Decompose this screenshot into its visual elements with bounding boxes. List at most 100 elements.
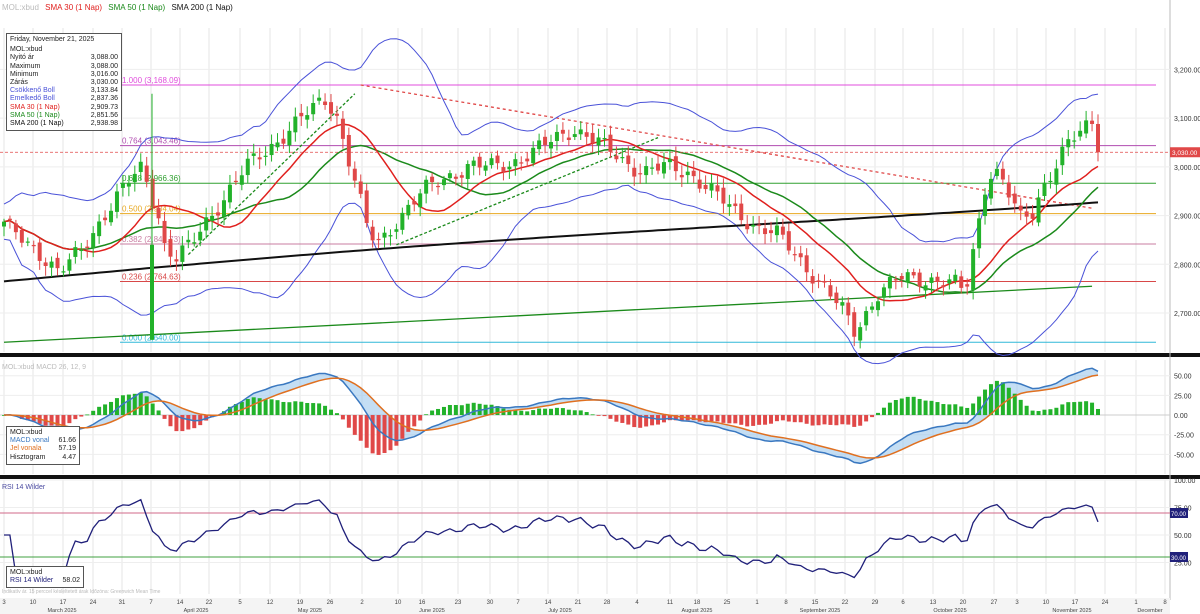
candle-body xyxy=(192,242,197,244)
macd-histogram-bar xyxy=(840,415,845,425)
candle-body xyxy=(679,174,684,178)
bollinger-upper xyxy=(3,38,1099,243)
candle-body xyxy=(602,137,607,140)
candle-body xyxy=(1060,146,1065,166)
macd-histogram-bar xyxy=(388,415,393,451)
macd-title: MOL:xbud MACD 26, 12, 9 xyxy=(2,364,87,371)
macd-histogram-bar xyxy=(994,380,999,416)
candle-body xyxy=(293,116,298,133)
candle-body xyxy=(388,235,393,237)
candle-body xyxy=(275,142,280,148)
x-axis-day-tick: 8 xyxy=(784,600,788,606)
candle-body xyxy=(61,271,66,273)
candle-body xyxy=(114,191,119,212)
macd-histogram-bar xyxy=(400,415,405,439)
macd-axis-tick: 25.00 xyxy=(1174,393,1192,400)
candle-body xyxy=(138,161,143,173)
price-axis-tick: 2,800.00 xyxy=(1174,262,1200,269)
candle-body xyxy=(768,230,773,234)
macd-histogram-bar xyxy=(287,402,292,416)
candle-body xyxy=(525,158,530,162)
candle-body xyxy=(144,165,149,182)
candle-body xyxy=(816,280,821,282)
x-axis-day-tick: 10 xyxy=(395,600,402,606)
macd-histogram-bar xyxy=(852,415,857,427)
macd-histogram-bar xyxy=(1042,409,1047,416)
candle-body xyxy=(311,102,316,115)
candle-body xyxy=(233,180,238,183)
grid-layer xyxy=(0,0,1200,600)
macd-histogram-bar xyxy=(103,404,108,416)
candle-body xyxy=(608,134,613,152)
sma50-legend[interactable]: SMA 50 (1 Nap) xyxy=(108,3,166,12)
price-info-row-value: 3,030.00 xyxy=(90,79,118,87)
macd-histogram-bar xyxy=(471,402,476,416)
macd-histogram-bar xyxy=(560,408,565,416)
price-tag-label: 3,030.00 xyxy=(1172,150,1198,157)
macd-histogram-bar xyxy=(1054,407,1059,416)
macd-histogram-bar xyxy=(459,405,464,416)
candle-body xyxy=(549,142,553,149)
x-axis-day-tick: 31 xyxy=(119,600,126,606)
macd-histogram-bar xyxy=(543,408,548,416)
rsi-info-ticker: MOL:xbud xyxy=(10,569,43,576)
macd-histogram-bar xyxy=(929,400,934,416)
candle-body xyxy=(881,287,886,298)
candle-body xyxy=(376,238,381,241)
candle-body xyxy=(323,101,328,106)
axes: 2,700.00 2,800.00 2,900.00 3,000.00 3,100.00… xyxy=(0,67,1200,614)
candle-body xyxy=(299,112,304,117)
macd-histogram-bar xyxy=(679,415,684,421)
macd-histogram-bar xyxy=(828,415,833,425)
price-info-row: SMA 30 (1 Nap) 2,909.73 xyxy=(10,104,118,112)
candle-body xyxy=(780,226,785,235)
candle-body xyxy=(1042,182,1047,196)
sma30-legend[interactable]: SMA 30 (1 Nap) xyxy=(45,3,103,12)
macd-histogram-bar xyxy=(317,403,322,416)
candle-body xyxy=(406,204,411,216)
candle-body xyxy=(412,200,417,205)
candle-body xyxy=(126,183,131,187)
macd-histogram-bar xyxy=(727,415,732,424)
macd-histogram-bar xyxy=(406,415,411,432)
candle-body xyxy=(864,311,869,326)
candle-body xyxy=(67,259,72,271)
candle-body xyxy=(709,183,714,191)
candle-body xyxy=(757,224,762,226)
candle-body xyxy=(965,284,970,287)
candle-body xyxy=(560,129,565,134)
x-axis-month-label: June 2025 xyxy=(419,608,445,614)
x-axis-day-tick: 28 xyxy=(604,600,611,606)
macd-axis-tick: -50.00 xyxy=(1174,452,1194,459)
candle-body xyxy=(103,217,108,221)
candle-body xyxy=(501,167,506,172)
candle-body xyxy=(685,171,690,176)
price-info-row-label: SMA 30 (1 Nap) xyxy=(10,103,60,111)
x-axis-day-tick: 22 xyxy=(206,600,213,606)
macd-histogram-bar xyxy=(109,401,114,416)
rsi-marker-label: 30.00 xyxy=(1171,556,1187,562)
price-tag-box xyxy=(1170,147,1200,158)
candle-body xyxy=(477,156,482,168)
price-info-row-label: Nyitó ár xyxy=(10,54,35,62)
candle-body xyxy=(168,239,173,257)
candle-body xyxy=(661,162,666,174)
candle-body xyxy=(572,134,577,137)
sma200-legend[interactable]: SMA 200 (1 Nap) xyxy=(171,3,233,12)
macd-signal-line xyxy=(4,374,1099,459)
macd-histogram-bar xyxy=(584,412,589,416)
macd-histogram-bar xyxy=(19,415,24,419)
price-info-row: Zárás 3,030.00 xyxy=(10,79,118,87)
x-axis-day-tick: 7 xyxy=(149,600,153,606)
macd-histogram-bar xyxy=(864,415,869,422)
candle-body xyxy=(459,175,464,178)
macd-histogram-bar xyxy=(709,415,714,422)
candle-body xyxy=(1066,139,1071,148)
macd-histogram-bar xyxy=(97,406,102,416)
trend-line-channel xyxy=(396,137,659,246)
candle-body xyxy=(186,239,191,243)
macd-histogram-bar xyxy=(905,396,910,416)
candle-body xyxy=(489,158,494,166)
macd-histogram-bar xyxy=(554,407,559,416)
candle-body xyxy=(132,173,137,183)
